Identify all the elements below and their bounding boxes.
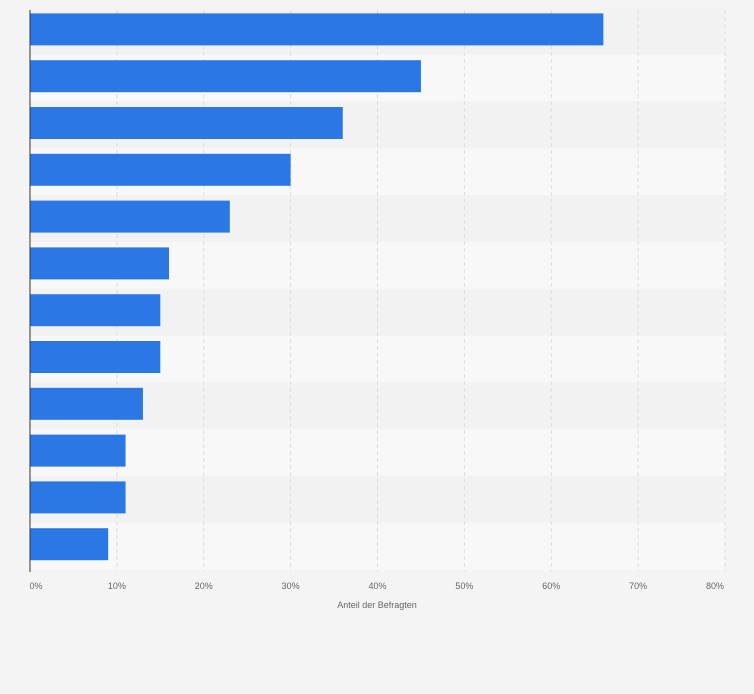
x-tick-label: 0% <box>29 581 42 591</box>
bar <box>30 200 230 233</box>
x-axis-label: Anteil der Befragten <box>337 600 417 610</box>
bar <box>30 13 604 46</box>
x-tick-label: 30% <box>282 581 300 591</box>
row-bands <box>30 8 725 570</box>
bar <box>30 60 421 93</box>
bar <box>30 294 161 327</box>
x-tick-label: 80% <box>706 581 724 591</box>
bar <box>30 434 126 467</box>
x-tick-labels: 0% 10% 20% 30% 40% 50% 60% 70% 80% <box>29 581 724 591</box>
bar <box>30 107 343 139</box>
bar <box>30 247 169 280</box>
bar <box>30 387 143 420</box>
bar <box>30 341 161 373</box>
bar <box>30 481 126 514</box>
gridlines <box>116 10 726 572</box>
bars <box>30 13 604 561</box>
x-tick-label: 20% <box>195 581 213 591</box>
x-tick-label: 40% <box>368 581 386 591</box>
x-tick-label: 10% <box>108 581 126 591</box>
bar <box>30 528 109 561</box>
x-tick-label: 60% <box>542 581 560 591</box>
x-tick-label: 70% <box>629 581 647 591</box>
x-tick-label: 50% <box>455 581 473 591</box>
bar <box>30 153 291 186</box>
